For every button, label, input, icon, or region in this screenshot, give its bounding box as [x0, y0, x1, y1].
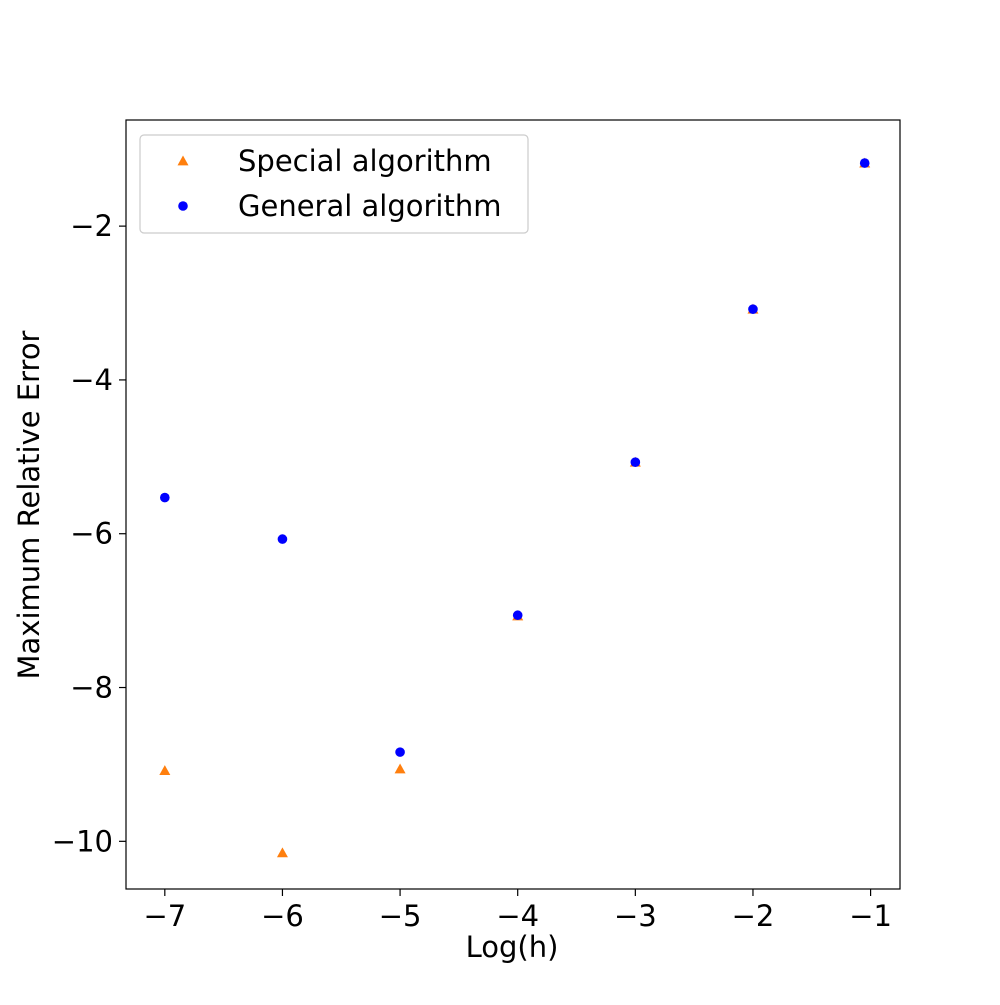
legend: Special algorithm General algorithm — [139, 134, 529, 234]
y-tick-label: −6 — [70, 517, 113, 551]
legend-triangle-marker — [177, 155, 189, 166]
x-tick-label: −3 — [614, 899, 657, 933]
general-algorithm-point — [630, 457, 641, 468]
y-axis-label: Maximum Relative Error — [12, 330, 46, 679]
x-axis-label: Log(h) — [466, 930, 559, 964]
general-algorithm-point — [512, 610, 523, 621]
legend-box — [139, 134, 529, 234]
x-tick-label: −6 — [261, 899, 304, 933]
legend-label: Special algorithm — [238, 144, 492, 178]
series-1 — [159, 157, 871, 858]
special-algorithm-point — [159, 765, 171, 775]
special-algorithm-point — [394, 763, 406, 774]
y-tick-label: −4 — [70, 363, 113, 397]
legend-label: General algorithm — [238, 189, 501, 223]
general-algorithm-point — [160, 492, 170, 503]
legend-circle-marker — [178, 201, 188, 211]
y-tick-label: −8 — [70, 671, 113, 705]
y-tick-label: −2 — [70, 209, 113, 243]
plot-area-frame — [125, 119, 901, 890]
general-algorithm-point — [277, 534, 288, 544]
x-tick-label: −4 — [496, 899, 539, 933]
x-tick-label: −1 — [849, 899, 892, 933]
y-tick-label: −10 — [52, 824, 113, 858]
special-algorithm-point — [276, 847, 288, 858]
x-tick-label: −2 — [732, 899, 775, 933]
general-algorithm-point — [395, 747, 405, 757]
general-algorithm-point — [859, 158, 870, 168]
series-2 — [160, 158, 870, 757]
x-tick-label: −7 — [143, 899, 186, 933]
x-tick-label: −5 — [379, 899, 422, 933]
general-algorithm-point — [748, 304, 758, 314]
